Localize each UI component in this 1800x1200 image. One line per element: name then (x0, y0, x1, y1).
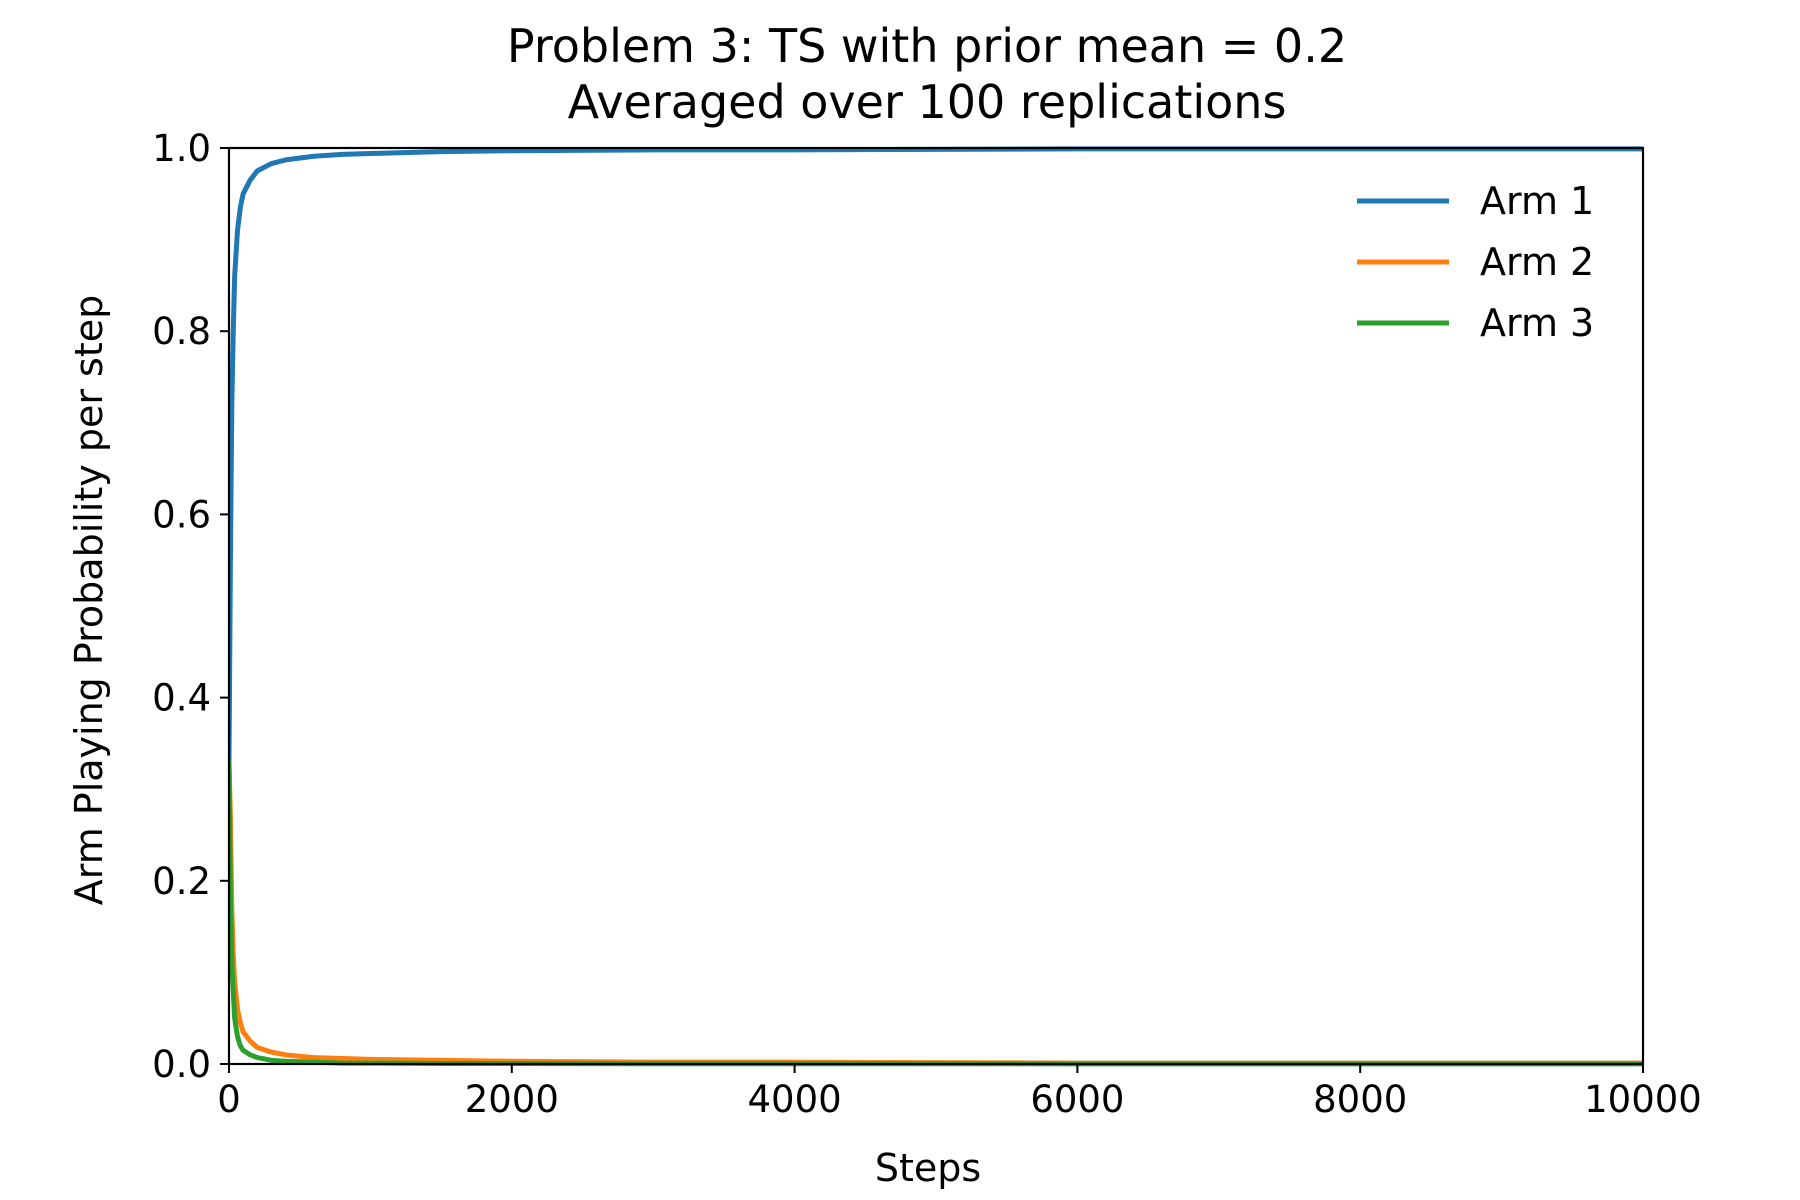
x-tick-label: 2000 (465, 1078, 559, 1121)
y-tick-label: 1.0 (152, 127, 211, 170)
y-axis-label: Arm Playing Probability per step (67, 295, 111, 906)
y-tick-label: 0.8 (152, 310, 211, 353)
series-line-2 (229, 761, 1643, 1066)
legend-label-2: Arm 2 (1480, 240, 1594, 284)
legend-label-3: Arm 3 (1480, 301, 1594, 345)
y-tick-label: 0.0 (152, 1043, 211, 1086)
chart-title: Problem 3: TS with prior mean = 0.2 (507, 19, 1347, 73)
x-tick-label: 6000 (1030, 1078, 1124, 1121)
x-tick-label: 4000 (748, 1078, 842, 1121)
y-tick-label: 0.4 (152, 677, 211, 720)
series-line-1 (229, 146, 1643, 762)
legend: Arm 1 Arm 2 Arm 3 (1357, 179, 1594, 345)
x-axis-label: Steps (875, 1146, 981, 1190)
x-tick-label: 0 (217, 1078, 241, 1121)
x-tick-label: 8000 (1313, 1078, 1407, 1121)
y-tick-label: 0.2 (152, 860, 211, 903)
legend-label-1: Arm 1 (1480, 179, 1594, 223)
series-line-3 (229, 761, 1643, 1067)
x-tick-label: 10000 (1584, 1078, 1702, 1121)
chart-subtitle: Averaged over 100 replications (568, 75, 1287, 129)
y-tick-label: 0.6 (152, 493, 211, 536)
plot-area (229, 146, 1643, 1067)
plot-frame (227, 146, 1645, 1066)
axes: 0 2000 4000 6000 8000 10000 0.0 0.2 0.4 0.6 0.8 1.0 (152, 127, 1702, 1121)
